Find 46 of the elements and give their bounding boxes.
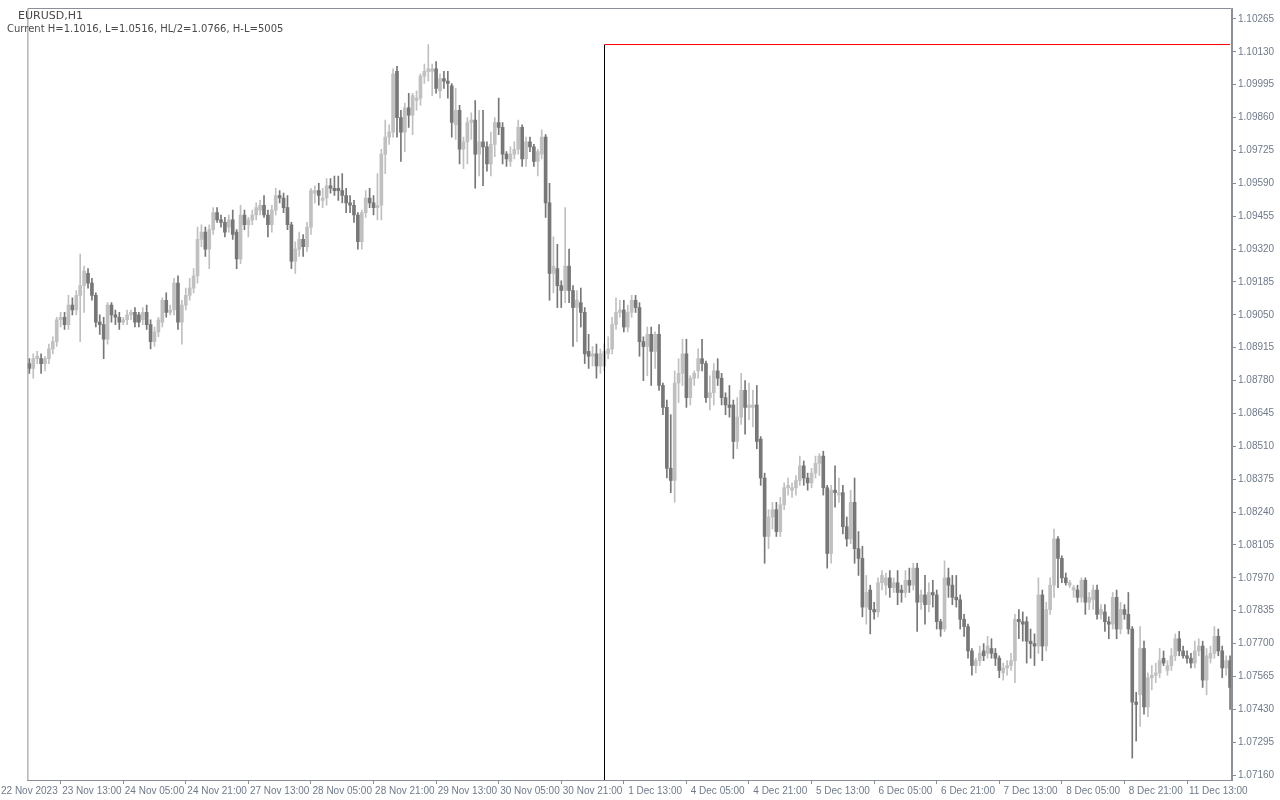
y-tick-label: 1.07430: [1238, 703, 1275, 715]
x-tick-label: 6 Dec 21:00: [941, 784, 996, 796]
y-tick-label: 1.10130: [1238, 45, 1275, 57]
x-tick-label: 28 Nov 21:00: [375, 784, 435, 796]
x-tick-label: 7 Dec 13:00: [1003, 784, 1058, 796]
y-tick-label: 1.08510: [1238, 440, 1275, 452]
y-tick-label: 1.08780: [1238, 374, 1275, 386]
y-tick-label: 1.09320: [1238, 242, 1275, 254]
y-tick-label: 1.09590: [1238, 177, 1275, 189]
y-tick-label: 1.07700: [1238, 637, 1275, 649]
y-tick-label: 1.08375: [1238, 472, 1275, 484]
y-tick-label: 1.08105: [1238, 538, 1275, 550]
x-tick-label: 5 Dec 13:00: [815, 784, 871, 796]
chart-title: EURUSD,H1: [18, 9, 83, 22]
x-tick-label: 23 Nov 13:00: [62, 784, 123, 796]
y-tick-label: 1.07565: [1238, 670, 1275, 682]
y-tick-label: 1.09860: [1238, 111, 1275, 123]
y-tick-label: 1.10265: [1238, 12, 1275, 24]
y-tick-label: 1.08645: [1238, 407, 1275, 419]
y-tick-label: 1.09995: [1238, 78, 1275, 90]
text: Current H=1.1016, L=1.0516, HL/2=1.0766, H-L=5005: [7, 23, 284, 34]
x-tick-label: 30 Nov 21:00: [562, 784, 623, 796]
y-tick-label: 1.09725: [1238, 144, 1275, 156]
x-tick-label: 8 Dec 05:00: [1066, 784, 1121, 796]
x-tick-label: 22 Nov 2023: [1, 784, 59, 796]
x-tick-label: 8 Dec 21:00: [1128, 784, 1184, 796]
y-tick-label: 1.09455: [1238, 209, 1275, 221]
x-tick-label: 27 Nov 13:00: [249, 784, 310, 796]
x-tick-label: 30 Nov 05:00: [500, 784, 561, 796]
y-tick-label: 1.07160: [1238, 768, 1275, 780]
x-tick-label: 6 Dec 05:00: [878, 784, 933, 796]
x-tick-label: 4 Dec 21:00: [753, 784, 808, 796]
y-tick-label: 1.08240: [1238, 505, 1275, 517]
x-tick-label: 11 Dec 13:00: [1188, 784, 1249, 796]
x-tick-label: 4 Dec 05:00: [690, 784, 746, 796]
y-tick-label: 1.07835: [1238, 604, 1275, 616]
x-tick-label: 24 Nov 21:00: [187, 784, 248, 796]
y-tick-label: 1.08915: [1238, 341, 1275, 353]
y-tick-label: 1.09185: [1238, 275, 1275, 287]
y-tick-label: 1.07295: [1238, 736, 1275, 747]
x-tick-label: 29 Nov 13:00: [437, 784, 498, 796]
x-tick-label: 28 Nov 05:00: [312, 784, 373, 796]
y-tick-label: 1.07970: [1238, 571, 1275, 583]
x-tick-label: 1 Dec 13:00: [628, 784, 683, 796]
x-tick-label: 24 Nov 05:00: [124, 784, 185, 796]
y-tick-label: 1.09050: [1238, 308, 1275, 320]
